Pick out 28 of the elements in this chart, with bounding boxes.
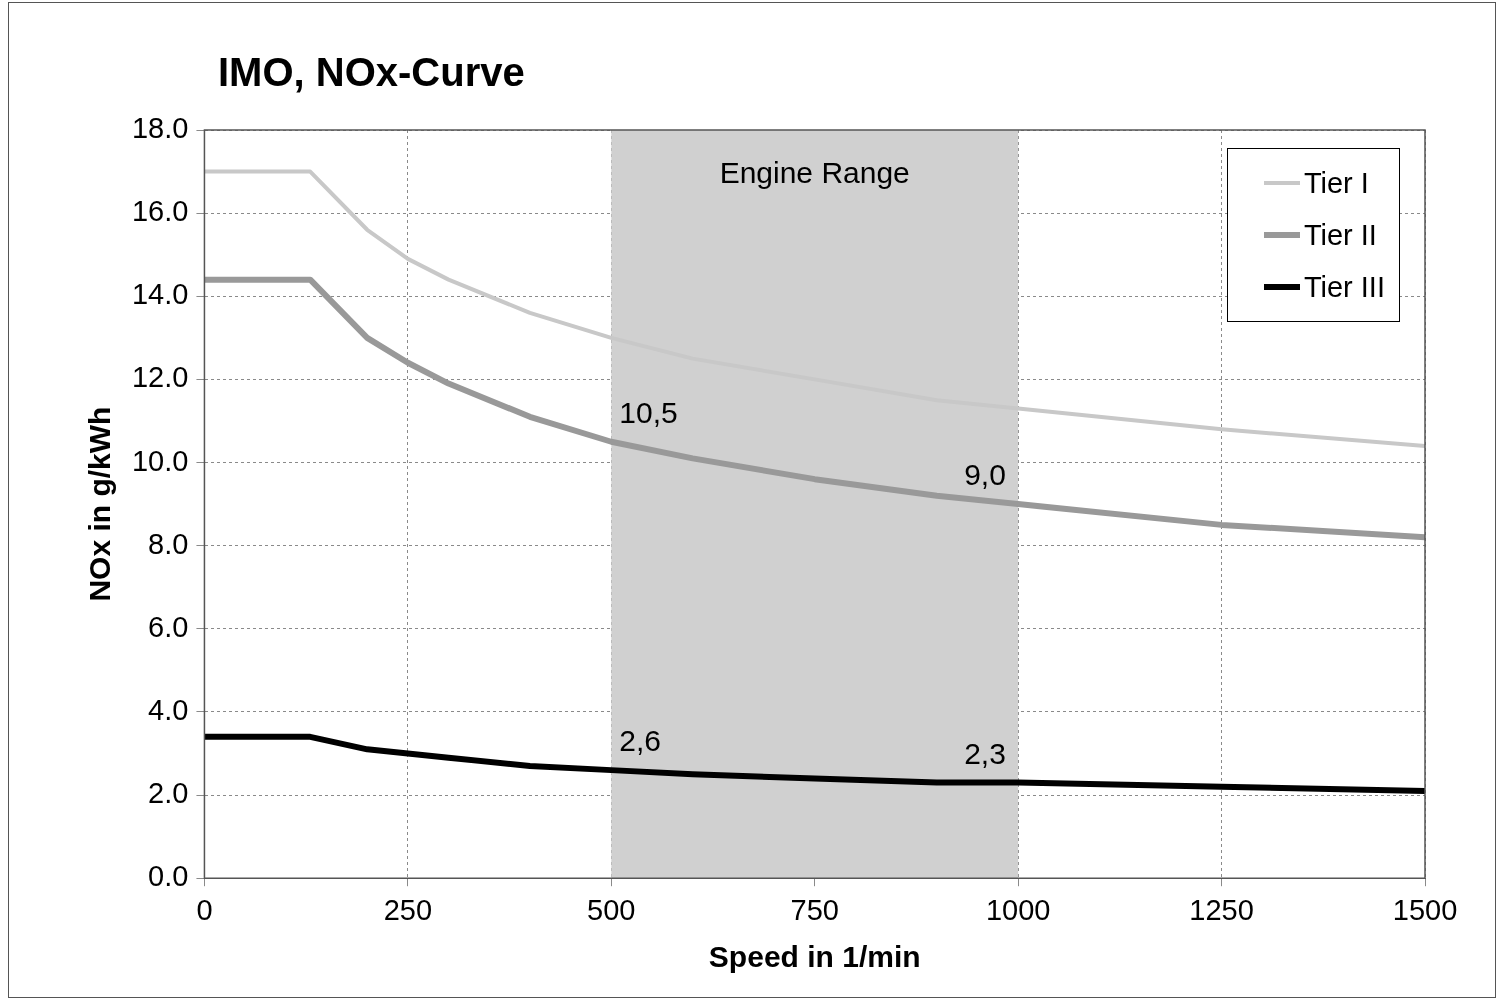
x-tick-label: 0 [196, 893, 213, 926]
y-tick-label: 8.0 [148, 527, 189, 560]
x-tick-label: 1000 [985, 893, 1051, 926]
data-label: 2,6 [619, 724, 661, 758]
x-tick-label: 500 [587, 893, 636, 926]
y-axis-title: NOx in g/kWh [83, 406, 117, 602]
y-tick-label: 16.0 [131, 195, 189, 228]
legend-label: Tier II [1303, 218, 1377, 252]
data-label: 10,5 [619, 395, 678, 429]
y-tick-label: 10.0 [131, 444, 189, 477]
band-label: Engine Range [719, 156, 910, 190]
data-label: 2,3 [964, 736, 1006, 770]
legend-label: Tier I [1303, 166, 1369, 200]
chart-title: IMO, NOx-Curve [218, 50, 525, 95]
x-tick-label: 1500 [1392, 893, 1458, 926]
y-tick-label: 6.0 [148, 610, 189, 643]
x-axis-title: Speed in 1/min [708, 940, 921, 974]
y-tick-label: 14.0 [131, 278, 189, 311]
y-tick-label: 4.0 [148, 693, 189, 726]
y-tick-label: 2.0 [148, 777, 189, 810]
x-tick-label: 250 [383, 893, 433, 926]
x-tick-label: 750 [790, 893, 839, 926]
legend-label: Tier III [1303, 270, 1385, 304]
y-tick-label: 18.0 [131, 112, 189, 144]
y-tick-label: 12.0 [131, 361, 189, 394]
y-tick-label: 0.0 [148, 860, 189, 893]
data-label: 9,0 [964, 458, 1006, 492]
x-tick-label: 1250 [1189, 893, 1254, 926]
